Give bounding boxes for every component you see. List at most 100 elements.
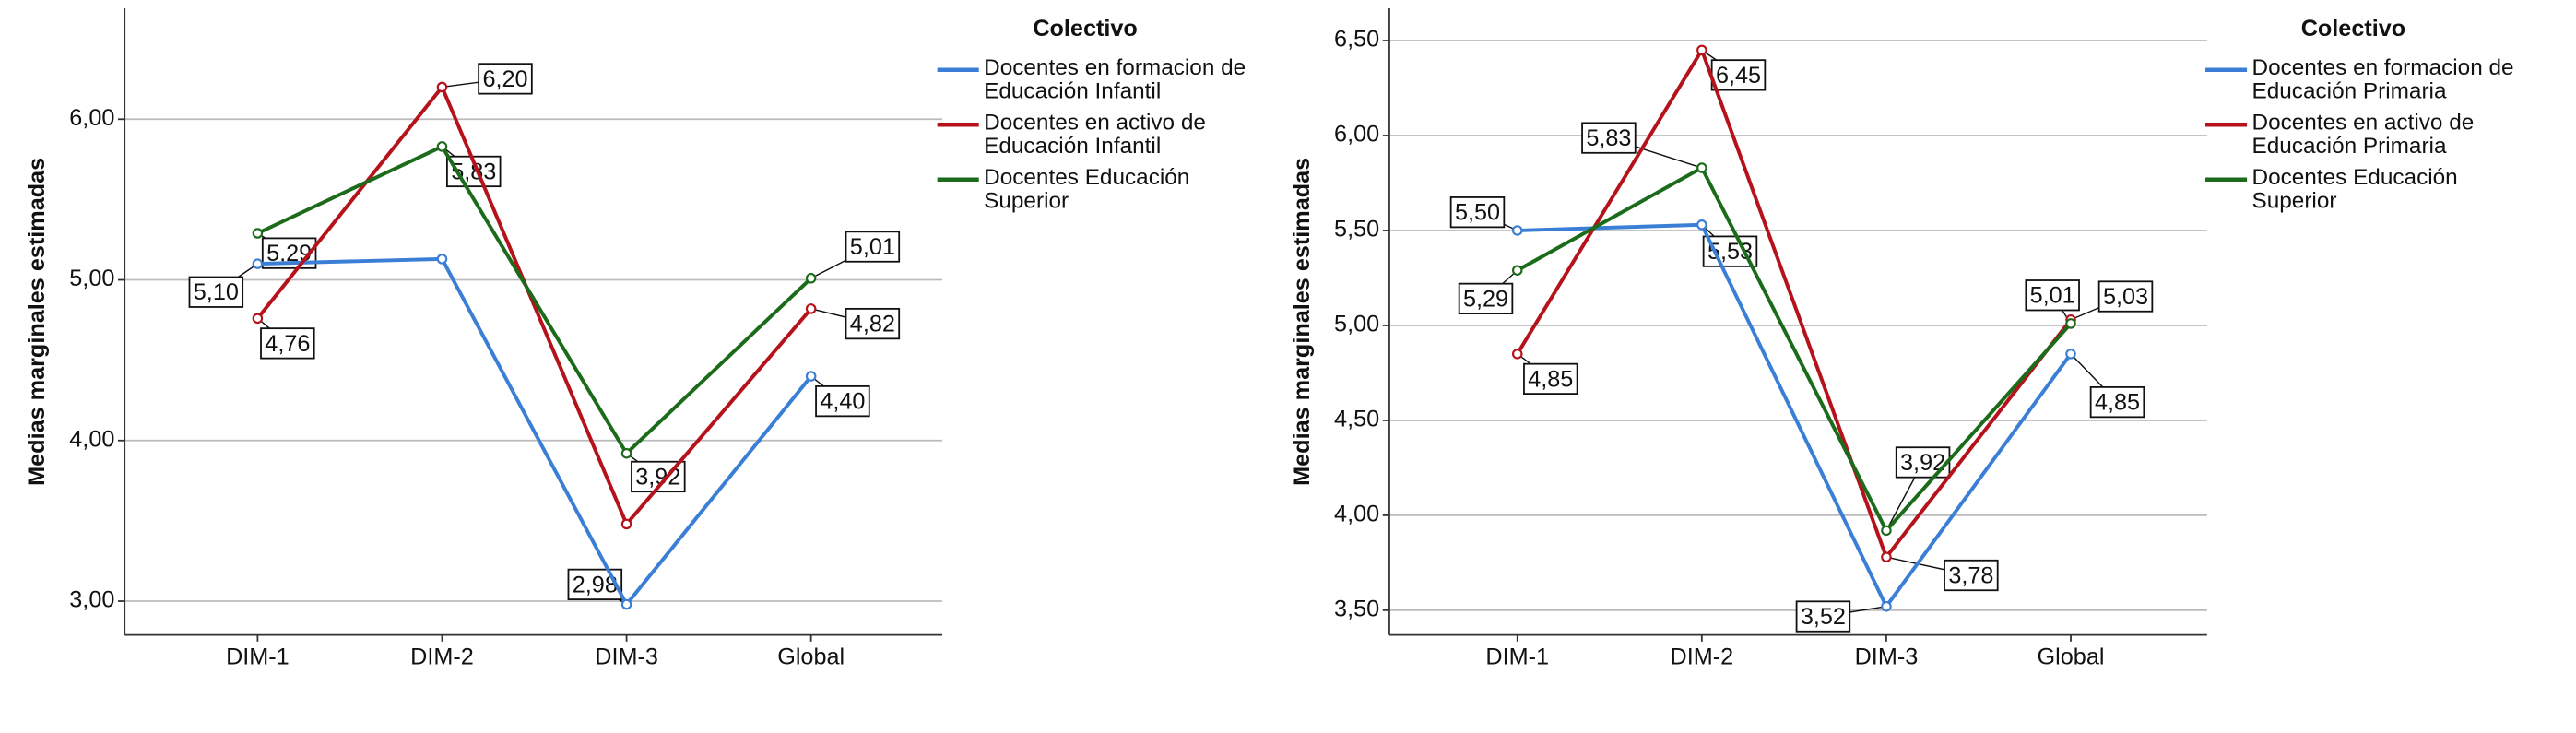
- series-line: [256, 144, 813, 456]
- point: [436, 141, 448, 152]
- label-box: [1458, 282, 1514, 314]
- label-box: [1449, 196, 1506, 229]
- value-label: 3,52: [1801, 604, 1846, 630]
- value-label: 4,76: [265, 331, 310, 357]
- y-tick-label: 3,50: [1334, 597, 1379, 622]
- point: [620, 598, 632, 610]
- y-axis-title: Medias marginales estimadas: [1289, 158, 1315, 486]
- y-tick-label: 6,00: [1334, 122, 1379, 148]
- point: [805, 303, 817, 314]
- legend-label: Docentes Educación Superior: [984, 166, 1190, 213]
- value-label: 6,45: [1716, 63, 1761, 89]
- legend-entry: Docentes en formacion de Educación Infan…: [984, 56, 1247, 103]
- y-tick-label: 4,00: [1334, 502, 1379, 527]
- point: [1696, 44, 1707, 56]
- value-label: 4,40: [820, 389, 865, 415]
- label-box: [845, 307, 901, 340]
- x-tick-label: DIM-2: [1671, 644, 1734, 670]
- value-labels: 5,505,533,524,854,856,453,785,035,295,83…: [1449, 49, 2154, 633]
- label-box: [1895, 446, 1951, 479]
- legend-title: Colectivo: [2301, 16, 2406, 41]
- value-label: 5,10: [194, 279, 239, 305]
- point: [805, 273, 817, 284]
- point: [1511, 225, 1523, 236]
- value-label: 5,01: [850, 234, 895, 260]
- y-tick-label: 5,00: [1334, 312, 1379, 337]
- legend-label: Docentes en formacion de Educación Infan…: [984, 56, 1247, 103]
- value-labels: 5,102,984,404,766,204,825,295,833,925,01: [188, 63, 901, 606]
- label-box: [1710, 59, 1767, 91]
- y-axis-title: Medias marginales estimadas: [24, 158, 50, 486]
- label-box: [1944, 559, 1999, 592]
- label-box: [567, 568, 623, 601]
- value-label: 5,29: [1463, 286, 1508, 312]
- y-tick-label: 4,00: [69, 426, 114, 452]
- label-box: [2097, 280, 2154, 313]
- value-label: 3,78: [1948, 562, 1993, 588]
- point: [1696, 162, 1707, 173]
- point: [620, 518, 632, 530]
- value-label: 5,50: [1455, 200, 1500, 226]
- point: [620, 447, 632, 459]
- series-line: [1516, 45, 2073, 562]
- series-line: [257, 256, 813, 609]
- point: [252, 313, 264, 325]
- y-tick-label: 3,00: [69, 587, 114, 613]
- x-tick-label: DIM-3: [595, 644, 658, 670]
- legend-label: Docentes en activo de Educación Primaria: [2251, 111, 2475, 159]
- x-tick-label: DIM-1: [1485, 644, 1549, 670]
- x-tick-label: Global: [777, 644, 845, 670]
- value-label: 5,01: [2030, 283, 2075, 309]
- legend-label: Docentes Educación Superior: [2251, 166, 2458, 213]
- legend-entry: Docentes en activo de Educación Primaria: [2251, 111, 2475, 159]
- value-label: 5,83: [1586, 125, 1631, 151]
- label-box: [260, 327, 315, 360]
- point: [2065, 318, 2076, 329]
- value-label: 6,20: [482, 66, 527, 92]
- legend-entry: Docentes en activo de Educación Infantil: [984, 111, 1206, 159]
- point: [1881, 551, 1892, 562]
- x-tick-label: DIM-2: [410, 644, 474, 670]
- series-line: [255, 83, 813, 528]
- legend-entry: Docentes Educación Superior: [984, 166, 1190, 213]
- point: [1511, 265, 1523, 276]
- x-tick-label: DIM-1: [226, 644, 290, 670]
- point: [1696, 219, 1707, 231]
- x-tick-label: DIM-3: [1855, 644, 1919, 670]
- label-box: [1523, 362, 1578, 396]
- value-label: 4,85: [1528, 366, 1573, 392]
- legend-title: Colectivo: [1033, 16, 1138, 41]
- label-box: [845, 231, 901, 263]
- point: [1881, 525, 1892, 537]
- point: [436, 81, 448, 93]
- point: [436, 254, 448, 265]
- series-line: [1516, 165, 2073, 534]
- label-box: [2025, 279, 2080, 312]
- label-box: [188, 276, 244, 308]
- point: [2065, 349, 2076, 360]
- legend-entry: Docentes en formacion de Educación Prima…: [2251, 56, 2514, 103]
- y-tick-label: 5,50: [1334, 217, 1379, 242]
- point: [252, 228, 264, 239]
- label-box: [1581, 122, 1637, 154]
- value-label: 5,03: [2103, 284, 2148, 310]
- y-tick-label: 5,00: [69, 266, 114, 291]
- legend-entry: Docentes Educación Superior: [2251, 166, 2458, 213]
- label-box: [2089, 385, 2145, 419]
- value-label: 4,82: [850, 312, 895, 337]
- label-box: [478, 63, 533, 95]
- label-box: [815, 384, 870, 418]
- label-box: [1795, 600, 1851, 633]
- point: [1881, 600, 1892, 612]
- point: [1511, 349, 1523, 360]
- y-tick-label: 6,00: [69, 105, 114, 131]
- y-tick-label: 6,50: [1334, 27, 1379, 53]
- legend-label: Docentes en formacion de Educación Prima…: [2251, 56, 2514, 103]
- series-line: [1517, 222, 2073, 610]
- point: [252, 258, 264, 269]
- x-tick-label: Global: [2038, 644, 2105, 670]
- legend-label: Docentes en activo de Educación Infantil: [984, 111, 1206, 159]
- point: [805, 371, 817, 382]
